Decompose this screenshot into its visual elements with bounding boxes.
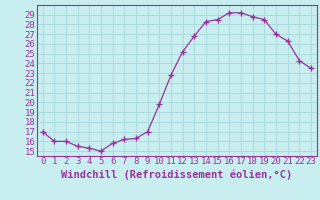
X-axis label: Windchill (Refroidissement éolien,°C): Windchill (Refroidissement éolien,°C) (61, 169, 292, 180)
